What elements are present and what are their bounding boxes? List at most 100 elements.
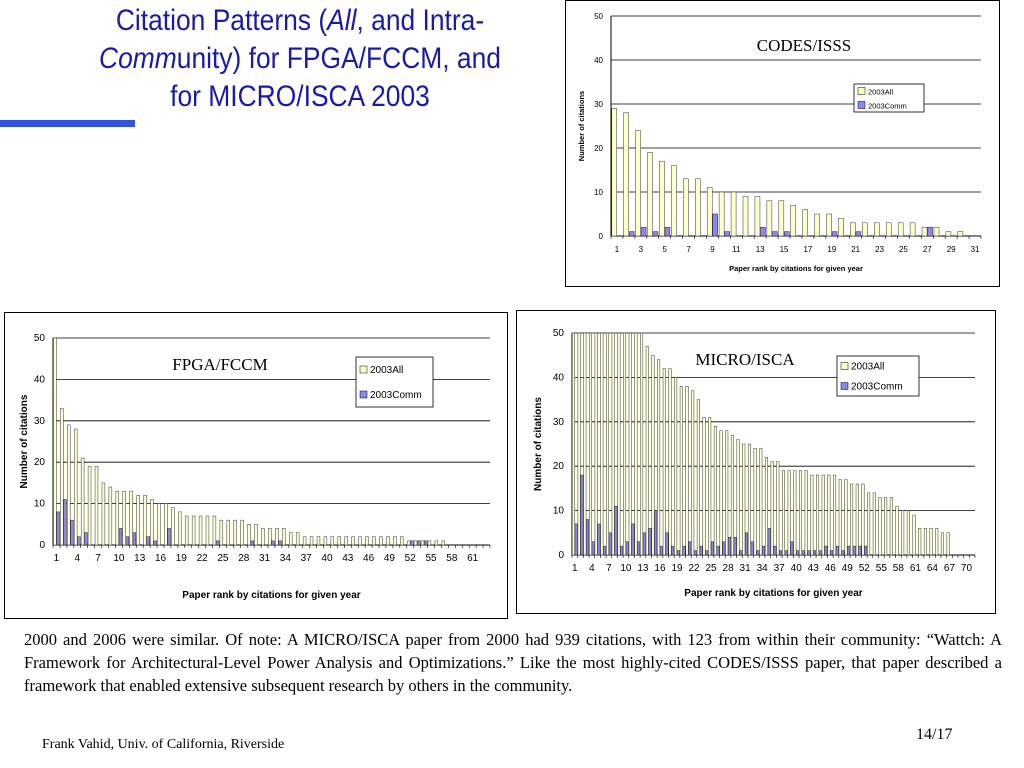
x-tick-label: 67 xyxy=(944,563,956,574)
bar-2003all xyxy=(885,222,892,237)
x-tick-label: 16 xyxy=(155,553,167,564)
bar-2003comm xyxy=(712,213,718,237)
bar-2003comm xyxy=(637,541,641,556)
bar-2003all xyxy=(261,528,265,546)
bar-2003comm xyxy=(847,545,851,556)
bar-2003comm xyxy=(215,540,220,546)
x-tick-label: 34 xyxy=(280,553,292,564)
bar-2003all xyxy=(635,130,641,237)
bar-2003all xyxy=(935,528,939,556)
x-tick-label: 7 xyxy=(95,553,101,564)
bar-2003comm xyxy=(693,550,697,556)
bar-2003all xyxy=(386,536,390,546)
bar-2003all xyxy=(867,492,871,556)
bar-2003all xyxy=(753,448,757,556)
bar-2003all xyxy=(94,466,99,546)
bar-2003comm xyxy=(807,550,811,556)
bar-2003all xyxy=(929,528,933,556)
x-tick-label: 37 xyxy=(774,563,786,574)
bar-2003comm xyxy=(665,532,669,556)
bar-2003all xyxy=(671,165,677,237)
fpga-fccm-chart-panel: 0 10 20 30 40 50 1 4 7 10 13 16 19 22 25 28 31 34 37 40 43 46… xyxy=(4,312,508,619)
bar-2003all xyxy=(589,332,593,556)
bar-2003comm xyxy=(676,550,680,556)
x-tick-label: 31 xyxy=(259,553,271,564)
bar-2003all xyxy=(957,231,964,237)
footer-author: Frank Vahid, Univ. of California, Rivers… xyxy=(42,737,285,752)
bar-2003comm xyxy=(682,545,686,556)
x-tick-label: 4 xyxy=(74,553,80,564)
x-tick-label: 55 xyxy=(876,563,888,574)
y-tick-label: 0 xyxy=(39,540,45,551)
bar-2003all xyxy=(685,386,689,556)
bar-2003all xyxy=(850,222,856,237)
bar-2003all xyxy=(742,443,746,556)
bar-2003comm xyxy=(705,550,709,556)
bar-2003comm xyxy=(790,541,794,556)
bar-2003all xyxy=(634,332,638,556)
bar-2003comm xyxy=(70,519,74,546)
title-prefix: Citation Patterns ( xyxy=(115,4,328,37)
bar-2003comm xyxy=(278,540,282,546)
bar-2003comm xyxy=(608,532,612,556)
bar-2003all xyxy=(628,332,632,556)
bar-2003all xyxy=(838,479,842,556)
bar-2003all xyxy=(372,536,376,546)
x-tick-label: 5 xyxy=(662,245,667,254)
legend-swatch xyxy=(359,365,368,374)
x-tick-label: 55 xyxy=(425,553,437,564)
bar-2003comm xyxy=(417,540,421,546)
y-tick-label: 30 xyxy=(553,417,565,428)
bar-2003comm xyxy=(688,541,692,556)
bar-2003all xyxy=(302,536,307,546)
bar-2003all xyxy=(623,332,627,556)
bar-2003comm xyxy=(784,231,790,237)
bar-2003all xyxy=(157,503,161,546)
bar-2003all xyxy=(594,332,598,556)
bar-2003all xyxy=(379,536,383,546)
bar-2003all xyxy=(816,474,820,556)
bar-2003comm xyxy=(631,523,635,556)
x-tick-label: 23 xyxy=(875,245,884,254)
y-axis-label: Number of citations xyxy=(19,394,30,488)
footer-page-number: 14/17 xyxy=(916,726,953,743)
bar-2003all xyxy=(330,536,335,546)
bar-2003comm xyxy=(710,541,714,556)
x-tick-label: 40 xyxy=(321,553,333,564)
bar-2003all xyxy=(946,532,950,556)
bar-2003comm xyxy=(784,550,788,556)
x-axis-label: Paper rank by citations for given year xyxy=(684,588,863,599)
bar-2003comm xyxy=(779,550,783,556)
title-accent-bar xyxy=(0,120,135,127)
bar-2003all xyxy=(122,490,126,546)
bar-2003comm xyxy=(603,545,607,556)
bar-2003all xyxy=(571,332,575,556)
bar-2003all xyxy=(850,483,854,556)
x-tick-label: 10 xyxy=(620,563,632,574)
x-tick-label: 28 xyxy=(238,553,250,564)
bar-2003all xyxy=(826,213,832,237)
bar-2003comm xyxy=(724,231,730,237)
bar-2003all xyxy=(316,536,321,546)
bar-2003all xyxy=(872,492,876,556)
x-axis-label: Paper rank by citations for given year xyxy=(182,590,361,601)
legend-entry: 2003Comm xyxy=(370,390,422,401)
chart-annotation: MICRO/ISCA xyxy=(695,350,795,369)
bar-2003all xyxy=(178,511,182,546)
bar-2003all xyxy=(583,332,587,556)
bar-2003comm xyxy=(648,528,652,556)
x-tick-label: 19 xyxy=(671,563,683,574)
bar-2003all xyxy=(814,213,820,237)
bar-2003all xyxy=(420,540,425,546)
bar-2003comm xyxy=(852,545,856,556)
bar-2003all xyxy=(776,461,780,556)
y-tick-label: 50 xyxy=(594,12,603,21)
chart-annotation: FPGA/FCCM xyxy=(172,355,267,374)
bar-2003all xyxy=(799,470,803,556)
bar-2003all xyxy=(897,222,904,237)
bar-2003comm xyxy=(824,545,828,556)
bar-2003all xyxy=(855,483,859,556)
bar-2003all xyxy=(821,474,825,556)
title-mid2: unity) for FPGA/FCCM, and xyxy=(176,42,501,75)
bar-2003all xyxy=(874,222,880,237)
